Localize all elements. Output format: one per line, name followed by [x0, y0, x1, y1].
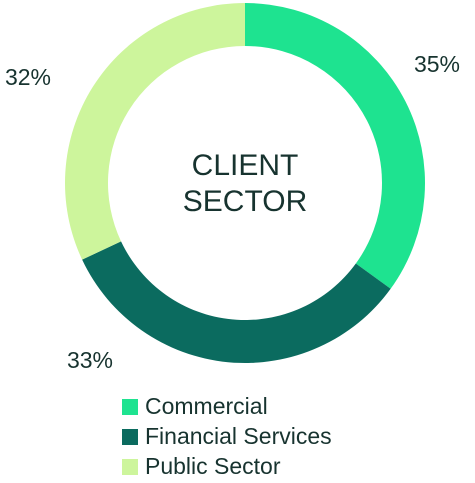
legend-label: Commercial — [145, 393, 268, 419]
value-label: 33% — [67, 347, 113, 373]
legend-swatch — [122, 429, 138, 445]
value-label: 35% — [414, 51, 460, 77]
legend-label: Public Sector — [145, 453, 281, 479]
legend-swatch — [122, 459, 138, 475]
value-label: 32% — [5, 64, 51, 90]
legend-swatch — [122, 399, 138, 415]
legend-label: Financial Services — [145, 423, 332, 449]
donut-segment — [64, 3, 246, 260]
donut-segment — [245, 3, 425, 289]
donut-segment — [82, 241, 391, 363]
chart-title: CLIENT SECTOR — [182, 149, 308, 218]
